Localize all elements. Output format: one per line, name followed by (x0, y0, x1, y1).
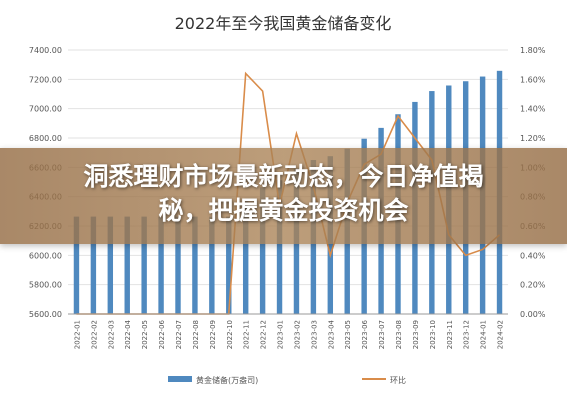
y-left-tick-label: 6000.00 (29, 251, 62, 260)
x-tick-label: 2022-10 (226, 320, 234, 349)
bar (107, 216, 114, 314)
y-left-tick-label: 7400.00 (29, 46, 62, 55)
headline-line-2: 秘，把握黄金投资机会 (158, 196, 409, 225)
x-tick-label: 2023-06 (361, 319, 369, 349)
bar (175, 216, 181, 314)
x-tick-label: 2022-02 (90, 320, 98, 349)
legend-label-bar: 黄金储备(万盎司) (196, 375, 258, 385)
x-tick-label: 2023-08 (395, 320, 403, 349)
x-tick-label: 2023-11 (446, 320, 454, 349)
x-tick-label: 2022-03 (107, 320, 115, 349)
legend-swatch-bar (168, 376, 192, 382)
bar (192, 216, 198, 314)
x-tick-label: 2023-10 (429, 320, 437, 349)
x-tick-label: 2023-01 (277, 320, 285, 349)
x-tick-label: 2022-09 (209, 320, 217, 349)
bar (276, 180, 283, 314)
y-left-tick-label: 7000.00 (29, 105, 62, 114)
bar (73, 216, 80, 314)
x-tick-label: 2024-01 (480, 320, 488, 349)
x-tick-label: 2022-06 (158, 319, 166, 349)
x-tick-label: 2022-01 (73, 320, 81, 349)
bar (242, 201, 249, 314)
y-right-tick-label: 0.00% (520, 310, 546, 319)
bar (141, 216, 147, 314)
y-left-tick-label: 7200.00 (29, 75, 62, 84)
legend-label-line: 环比 (390, 375, 406, 385)
headline-line-1: 洞悉理财市场最新动态，今日净值揭 (83, 162, 484, 191)
bar (259, 187, 266, 314)
bar (90, 216, 97, 314)
x-tick-label: 2023-02 (293, 320, 301, 349)
y-left-tick-label: 5800.00 (29, 281, 62, 290)
y-right-tick-label: 0.20% (520, 281, 546, 290)
x-tick-label: 2022-12 (260, 320, 268, 349)
legend: 黄金储备(万盎司) 环比 (168, 375, 406, 385)
x-tick-label: 2022-05 (141, 320, 149, 349)
y-right-tick-label: 1.60% (520, 75, 546, 84)
x-tick-label: 2023-07 (378, 320, 386, 349)
y-right-tick-label: 1.80% (520, 46, 546, 55)
x-tick-label: 2023-09 (412, 320, 420, 349)
bar (124, 216, 130, 314)
y-right-tick-label: 0.40% (520, 251, 546, 260)
x-tick-label: 2022-08 (192, 320, 200, 349)
x-tick-label: 2022-07 (175, 320, 183, 349)
x-tick-label: 2023-05 (344, 320, 352, 349)
y-left-tick-label: 5600.00 (29, 310, 62, 319)
x-tick-label: 2023-03 (310, 320, 318, 349)
y-right-tick-label: 1.20% (520, 134, 546, 143)
bar (226, 216, 232, 314)
x-tick-label: 2022-04 (124, 319, 132, 349)
bar (209, 216, 215, 314)
headline-text: 洞悉理财市场最新动态，今日净值揭 秘，把握黄金投资机会 (0, 160, 567, 228)
y-right-tick-label: 1.40% (520, 105, 546, 114)
x-tick-label: 2023-04 (327, 319, 335, 349)
x-axis: 2022-01 2022-02 2022-03 2022-04 2022-05 2022-… (68, 313, 508, 349)
x-tick-label: 2024-02 (497, 320, 505, 349)
x-tick-label: 2023-12 (463, 320, 471, 349)
x-tick-label: 2022-11 (243, 320, 251, 349)
chart-title: 2022年至今我国黄金储备变化 (175, 14, 392, 33)
y-left-tick-label: 6800.00 (29, 134, 62, 143)
bar (158, 216, 164, 314)
headline-banner (0, 148, 567, 244)
